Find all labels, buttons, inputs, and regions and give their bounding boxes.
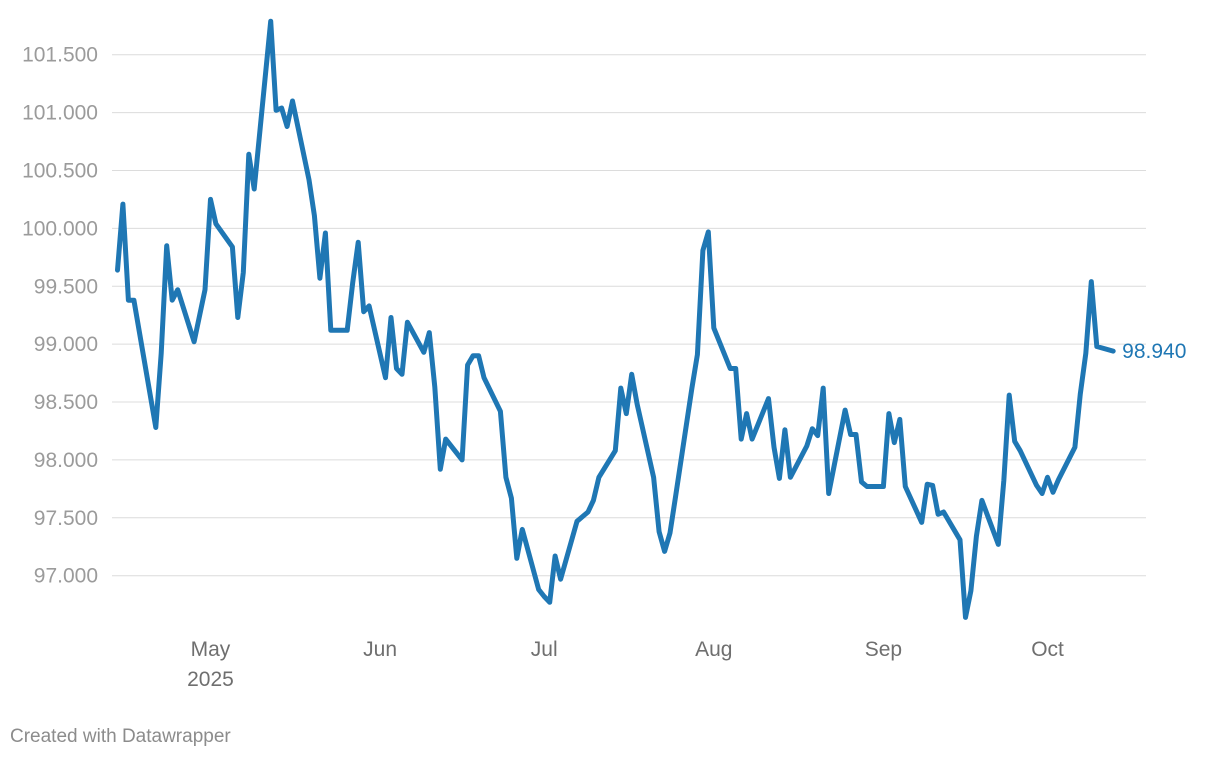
gridlines (112, 54, 1146, 577)
series-layer: 98.940 (115, 18, 1186, 620)
y-tick-label: 98.000 (34, 449, 98, 472)
x-tick-label: Aug (695, 638, 732, 661)
y-tick-label: 101.500 (22, 44, 98, 67)
y-tick-label: 101.000 (22, 102, 98, 125)
y-tick-label: 99.500 (34, 275, 98, 298)
x-tick-year-label: 2025 (187, 668, 234, 691)
y-tick-label: 97.000 (34, 565, 98, 588)
y-tick-label: 97.500 (34, 507, 98, 530)
x-tick-label: Jun (363, 638, 397, 661)
x-tick-label: May (191, 638, 231, 661)
end-value-label: 98.940 (1122, 340, 1186, 363)
footer-credit: Created with Datawrapper (10, 726, 231, 747)
series-line (115, 18, 1116, 620)
x-axis: May 2025 Jun Jul Aug Sep Oct (187, 638, 1064, 691)
y-tick-label: 100.000 (22, 217, 98, 240)
y-tick-label: 98.500 (34, 391, 98, 414)
y-tick-label: 100.500 (22, 160, 98, 183)
x-tick-label: Jul (531, 638, 558, 661)
x-tick-label: Oct (1031, 638, 1064, 661)
y-tick-label: 99.000 (34, 333, 98, 356)
line-chart: 97.000 97.500 98.000 98.500 99.000 99.500 100.… (22, 18, 1186, 691)
y-axis: 97.000 97.500 98.000 98.500 99.000 99.500 100.… (22, 44, 98, 588)
x-tick-label: Sep (865, 638, 902, 661)
